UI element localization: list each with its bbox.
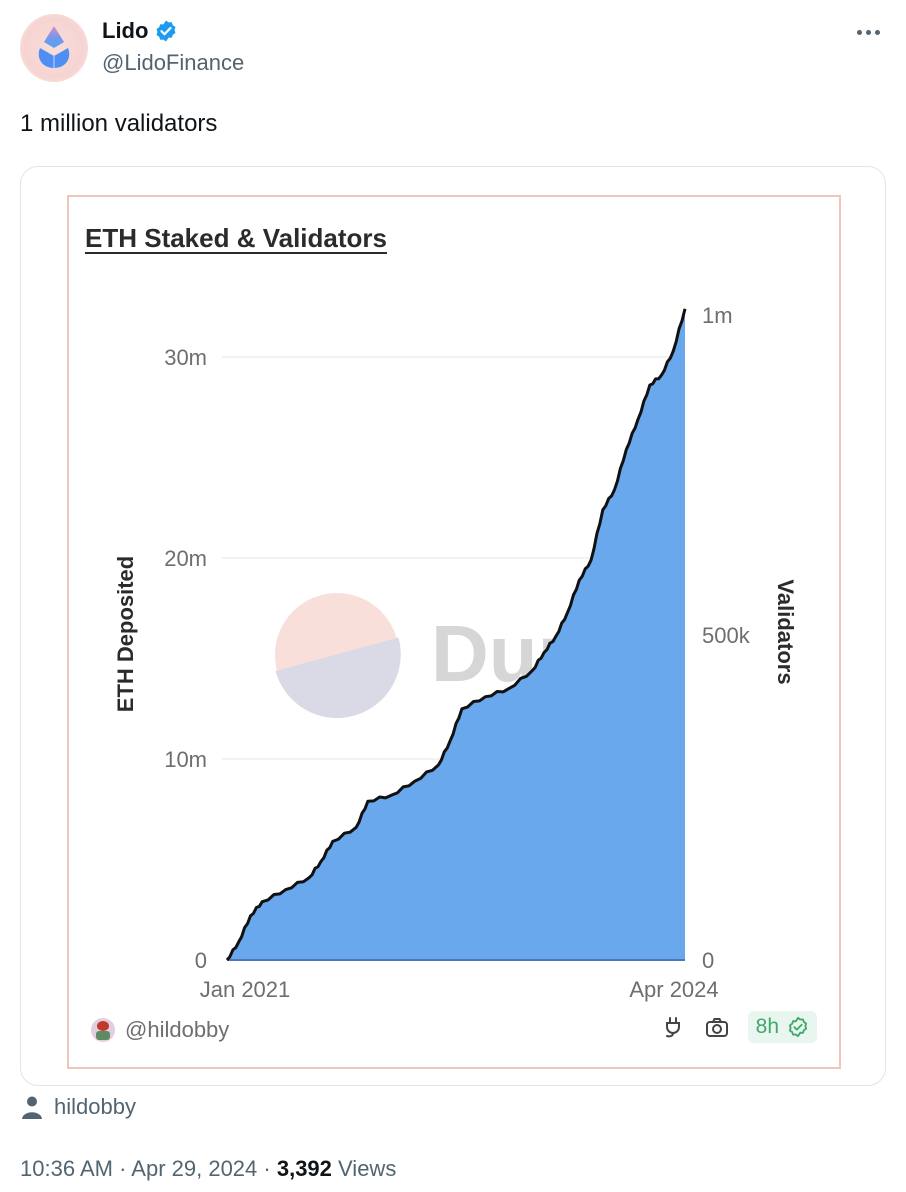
- tweet-media[interactable]: ETH Staked & Validators Dune 0 10m 20m 30m 0…: [20, 166, 886, 1086]
- chart-author[interactable]: @hildobby: [91, 1017, 229, 1043]
- person-icon: [22, 1096, 42, 1119]
- svg-text:Validators: Validators: [773, 579, 798, 684]
- verified-badge-icon: [156, 20, 176, 42]
- freshness-label: 8h: [755, 1015, 779, 1038]
- tweet-header: Lido @LidoFinance: [20, 14, 886, 84]
- tweet-time[interactable]: 10:36 AM: [20, 1156, 113, 1181]
- chart-title: ETH Staked & Validators: [85, 223, 387, 253]
- svg-text:10m: 10m: [164, 747, 207, 772]
- lido-logo-icon: [38, 26, 70, 68]
- more-horizontal-icon: [857, 30, 862, 35]
- svg-text:30m: 30m: [164, 345, 207, 370]
- freshness-badge[interactable]: 8h: [747, 1011, 817, 1043]
- plug-icon[interactable]: [660, 1014, 686, 1040]
- check-badge-icon: [788, 1016, 808, 1038]
- tagged-user-name: hildobby: [54, 1094, 136, 1119]
- tweet-text: 1 million validators: [20, 110, 218, 137]
- avatar[interactable]: [20, 14, 88, 82]
- chart-frame: ETH Staked & Validators Dune 0 10m 20m 30m 0…: [67, 195, 841, 1069]
- chart-tools: 8h: [660, 1011, 817, 1043]
- area-series: [225, 308, 687, 961]
- tagged-user[interactable]: hildobby: [20, 1094, 136, 1120]
- svg-text:0: 0: [702, 948, 714, 973]
- more-options-button[interactable]: [857, 30, 880, 35]
- chart-author-avatar: [91, 1018, 115, 1042]
- camera-icon[interactable]: [704, 1014, 730, 1040]
- tweet-date[interactable]: Apr 29, 2024: [131, 1156, 258, 1181]
- svg-text:20m: 20m: [164, 546, 207, 571]
- author-handle[interactable]: @LidoFinance: [102, 50, 245, 75]
- chart-author-handle: @hildobby: [125, 1017, 230, 1042]
- author-name[interactable]: Lido: [102, 18, 149, 43]
- svg-text:1m: 1m: [702, 303, 733, 328]
- svg-text:500k: 500k: [702, 623, 751, 648]
- views-label: Views: [338, 1156, 397, 1181]
- svg-text:Apr 2024: Apr 2024: [629, 977, 718, 1002]
- axis-labels: 0 10m 20m 30m 0 500k 1m Jan 2021 Apr 2024 ETH Dep…: [113, 303, 798, 1002]
- tweet-meta: 10:36 AM · Apr 29, 2024 · 3,392 Views: [20, 1156, 397, 1181]
- svg-text:Jan 2021: Jan 2021: [200, 977, 291, 1002]
- svg-text:ETH Deposited: ETH Deposited: [113, 556, 138, 712]
- views-count: 3,392: [276, 1156, 332, 1181]
- svg-text:0: 0: [195, 948, 207, 973]
